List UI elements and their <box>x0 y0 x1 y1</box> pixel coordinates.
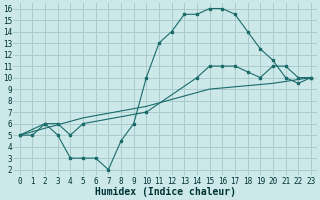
X-axis label: Humidex (Indice chaleur): Humidex (Indice chaleur) <box>95 187 236 197</box>
